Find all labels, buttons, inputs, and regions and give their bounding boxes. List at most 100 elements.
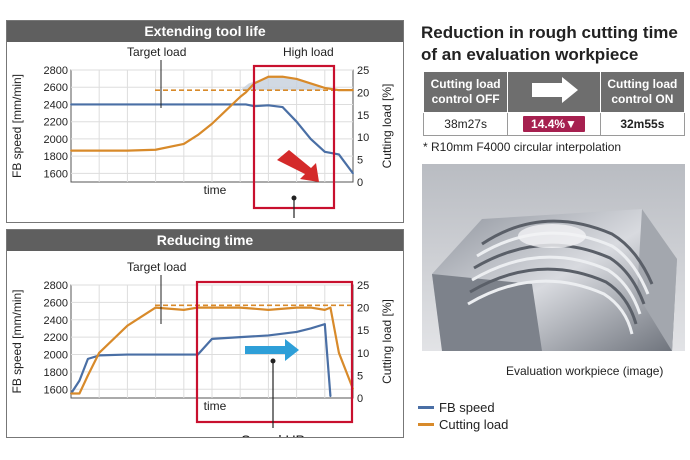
left-tick-label: 1600 bbox=[44, 168, 68, 180]
data-point bbox=[239, 306, 242, 309]
chart-title: Extending tool life bbox=[7, 21, 403, 42]
series-line-fb-speed bbox=[71, 103, 354, 175]
left-axis-label: FB speed [mm/min] bbox=[10, 74, 24, 178]
legend-label: Cutting load bbox=[439, 417, 509, 432]
data-point bbox=[70, 392, 72, 395]
left-tick-label: 2000 bbox=[44, 350, 68, 362]
legend: FB speed Cutting load bbox=[418, 399, 508, 433]
right-tick-label: 5 bbox=[357, 155, 363, 167]
left-tick-label: 2800 bbox=[44, 280, 68, 292]
header-control-off: Cutting load control OFF bbox=[422, 71, 509, 113]
data-point bbox=[225, 103, 228, 106]
chart-panel-extending-tool-life: Extending tool life 2800 2600 2400 2200 2000… bbox=[6, 20, 404, 235]
data-point bbox=[182, 103, 185, 106]
target-load-label: Target load bbox=[127, 260, 186, 274]
data-point bbox=[295, 331, 298, 333]
legend-label: FB speed bbox=[439, 400, 495, 415]
right-tick-label: 0 bbox=[357, 393, 363, 405]
data-point bbox=[225, 109, 228, 112]
data-point bbox=[182, 308, 185, 311]
data-point bbox=[126, 103, 129, 106]
data-point bbox=[197, 103, 199, 106]
data-point bbox=[211, 337, 213, 340]
header-control-on: Cutting load control ON bbox=[599, 71, 686, 113]
data-point bbox=[126, 324, 129, 327]
footnote: * R10mm F4000 circular interpolation bbox=[423, 140, 622, 154]
right-arrow-icon bbox=[531, 77, 578, 103]
callout-label: Speed UP bbox=[241, 432, 305, 437]
off-time-value: 38m27s bbox=[422, 112, 509, 136]
left-tick-label: 2600 bbox=[44, 82, 68, 94]
speed-up-arrow-icon bbox=[245, 339, 299, 361]
data-point bbox=[154, 148, 157, 151]
data-point bbox=[244, 103, 247, 106]
data-point bbox=[309, 138, 312, 140]
data-point bbox=[267, 334, 270, 337]
data-point bbox=[338, 153, 340, 156]
data-point bbox=[211, 306, 213, 309]
left-tick-label: 1800 bbox=[44, 367, 68, 379]
data-point bbox=[267, 308, 270, 311]
right-axis-label: Cutting load [%] bbox=[380, 84, 394, 169]
title-line-2: of an evaluation workpiece bbox=[421, 45, 639, 64]
data-point bbox=[323, 87, 326, 89]
data-point bbox=[295, 120, 298, 123]
data-point bbox=[323, 323, 326, 326]
data-point bbox=[352, 172, 354, 175]
data-point bbox=[281, 106, 284, 108]
legend-swatch bbox=[418, 406, 434, 409]
legend-item-fb-speed: FB speed bbox=[418, 399, 508, 416]
right-tick-label: 25 bbox=[357, 65, 369, 77]
left-tick-label: 2600 bbox=[44, 297, 68, 309]
legend-swatch bbox=[418, 423, 434, 426]
data-point bbox=[87, 374, 89, 377]
data-point bbox=[211, 103, 213, 106]
series-line-cutting-load bbox=[71, 75, 353, 152]
data-point bbox=[87, 357, 89, 360]
data-point bbox=[98, 103, 101, 106]
left-axis-label: FB speed [mm/min] bbox=[10, 289, 24, 393]
data-point bbox=[323, 150, 326, 153]
left-tick-label: 2800 bbox=[44, 65, 68, 77]
title-line-1: Reduction in rough cutting time bbox=[421, 23, 678, 42]
data-point bbox=[98, 149, 101, 152]
data-point bbox=[70, 149, 72, 152]
data-point bbox=[295, 306, 298, 309]
image-caption: Evaluation workpiece (image) bbox=[506, 364, 664, 378]
data-point bbox=[329, 395, 332, 398]
speed-down-arrow-icon bbox=[277, 150, 319, 182]
chart-extending-tool-life: 2800 2600 2400 2200 2000 1800 1600 25 20 15 10 5 0 FB… bbox=[10, 45, 394, 235]
data-point bbox=[182, 143, 185, 145]
left-tick-label: 2200 bbox=[44, 332, 68, 344]
data-point bbox=[239, 103, 242, 106]
callout-dot bbox=[291, 195, 297, 201]
data-point bbox=[78, 392, 81, 395]
left-tick-label: 2400 bbox=[44, 99, 68, 111]
data-point bbox=[98, 351, 101, 354]
data-point bbox=[352, 89, 354, 92]
comparison-table: Cutting load control OFF Cutting load co… bbox=[422, 71, 686, 136]
right-tick-label: 5 bbox=[357, 370, 363, 382]
reduction-badge: 14.4%▼ bbox=[523, 116, 585, 132]
data-point bbox=[267, 75, 270, 78]
right-tick-label: 0 bbox=[357, 177, 363, 189]
data-point bbox=[154, 353, 157, 356]
data-point bbox=[211, 122, 213, 125]
x-axis-label: time bbox=[204, 399, 227, 413]
x-axis-label: time bbox=[204, 183, 227, 197]
legend-item-cutting-load: Cutting load bbox=[418, 416, 508, 433]
data-point bbox=[329, 306, 332, 309]
data-point bbox=[197, 134, 199, 136]
right-tick-label: 10 bbox=[357, 348, 369, 360]
workpiece-image bbox=[422, 164, 685, 351]
arrow-cell bbox=[507, 71, 601, 113]
chart-panel-reducing-time: Reducing time 2800 2600 2400 2200 2000 1800 16… bbox=[6, 229, 404, 448]
chart-reducing-time: 2800 2600 2400 2200 2000 1800 1600 25 20 15 10 5 0 FB… bbox=[10, 260, 394, 448]
data-point bbox=[309, 306, 312, 309]
data-point bbox=[338, 351, 340, 354]
left-tick-label: 2000 bbox=[44, 134, 68, 146]
data-point bbox=[182, 353, 185, 356]
left-tick-label: 1600 bbox=[44, 384, 68, 396]
data-point bbox=[154, 103, 157, 106]
data-point bbox=[309, 82, 312, 85]
